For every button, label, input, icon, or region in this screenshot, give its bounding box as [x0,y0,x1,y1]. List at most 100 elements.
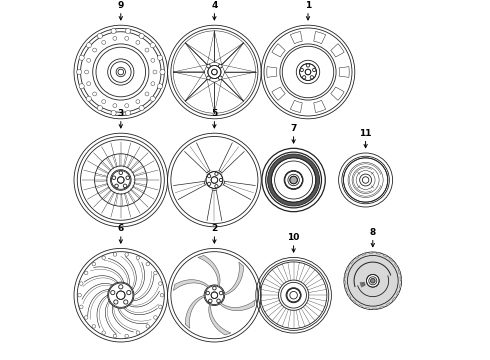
Circle shape [154,271,157,275]
Circle shape [123,184,127,188]
Circle shape [151,58,155,62]
Circle shape [212,69,217,75]
Circle shape [215,185,218,188]
Circle shape [157,55,163,60]
Circle shape [111,28,116,33]
Circle shape [153,70,157,74]
Text: 7: 7 [291,124,297,133]
Circle shape [160,69,165,75]
Circle shape [118,177,124,183]
Polygon shape [267,67,277,77]
Circle shape [157,84,163,89]
Polygon shape [358,305,362,307]
Polygon shape [173,152,207,185]
Circle shape [211,177,218,183]
Polygon shape [387,302,391,306]
Polygon shape [355,256,359,259]
Polygon shape [173,72,207,101]
Polygon shape [362,253,366,256]
Circle shape [285,171,302,189]
Circle shape [207,76,210,80]
Circle shape [102,100,106,104]
Polygon shape [390,258,393,261]
Circle shape [302,76,306,79]
Circle shape [213,287,216,290]
Circle shape [115,184,118,188]
Circle shape [98,33,102,39]
Circle shape [125,253,128,256]
Polygon shape [272,44,285,57]
Polygon shape [344,273,346,277]
Circle shape [139,105,144,111]
Polygon shape [221,43,256,72]
Circle shape [79,84,84,89]
Circle shape [119,171,122,175]
Circle shape [102,40,106,44]
Polygon shape [396,291,399,295]
Circle shape [217,299,221,303]
Circle shape [79,55,84,60]
Polygon shape [383,254,387,257]
Polygon shape [394,263,398,267]
Circle shape [123,300,128,304]
Circle shape [310,76,314,79]
Polygon shape [345,288,347,292]
Polygon shape [219,300,255,311]
Circle shape [219,76,222,80]
Polygon shape [380,306,384,309]
Circle shape [343,158,388,202]
Circle shape [136,40,140,44]
Circle shape [92,325,96,328]
Text: 6: 6 [118,224,124,233]
Polygon shape [272,87,285,100]
Circle shape [207,64,210,68]
Polygon shape [216,185,251,221]
Circle shape [159,282,162,285]
Circle shape [111,291,115,295]
Polygon shape [369,252,373,254]
Text: 10: 10 [288,233,300,242]
Circle shape [150,96,155,102]
Circle shape [111,171,130,189]
Circle shape [102,256,105,260]
Polygon shape [366,307,369,309]
Circle shape [159,305,162,309]
Circle shape [306,64,310,67]
Circle shape [211,292,218,298]
Polygon shape [185,295,205,328]
Circle shape [127,291,131,295]
Circle shape [344,252,402,310]
Polygon shape [314,32,326,44]
Polygon shape [352,300,356,303]
Circle shape [145,48,149,52]
Circle shape [299,64,317,80]
Circle shape [79,305,83,309]
Circle shape [113,253,117,256]
Circle shape [102,331,105,334]
Polygon shape [373,308,376,310]
Polygon shape [344,281,345,284]
Polygon shape [215,79,244,113]
Circle shape [287,288,300,302]
Circle shape [76,69,82,75]
Polygon shape [314,100,326,112]
Circle shape [113,104,117,108]
Polygon shape [290,100,302,112]
Polygon shape [346,266,349,270]
Circle shape [111,111,116,116]
Circle shape [160,293,164,297]
Circle shape [125,104,129,108]
Polygon shape [376,252,380,255]
Circle shape [220,178,222,182]
Polygon shape [223,262,244,295]
Polygon shape [339,67,349,77]
Circle shape [118,69,123,75]
Polygon shape [185,31,215,65]
Circle shape [271,158,316,202]
Circle shape [367,274,379,287]
Circle shape [146,262,149,266]
Circle shape [219,64,222,68]
Circle shape [220,291,223,295]
Text: 8: 8 [369,228,376,237]
Circle shape [113,334,117,338]
